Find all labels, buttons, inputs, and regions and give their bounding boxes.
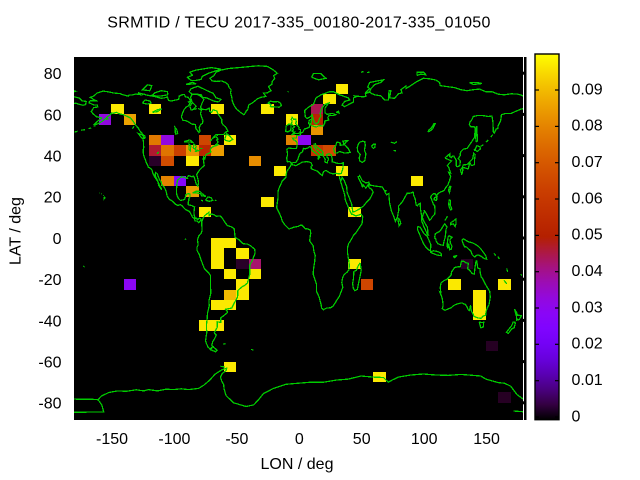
svg-text:0.08: 0.08 — [572, 118, 603, 135]
svg-text:0.01: 0.01 — [572, 372, 603, 389]
svg-text:0.03: 0.03 — [572, 299, 603, 316]
svg-text:20: 20 — [44, 190, 62, 207]
svg-text:40: 40 — [44, 149, 62, 166]
svg-text:0: 0 — [572, 408, 581, 425]
svg-text:-80: -80 — [38, 396, 61, 413]
svg-text:0.04: 0.04 — [572, 263, 603, 280]
svg-text:-150: -150 — [96, 431, 128, 448]
svg-text:0: 0 — [53, 231, 62, 248]
svg-text:-20: -20 — [38, 272, 61, 289]
svg-text:80: 80 — [44, 66, 62, 83]
svg-text:LON / deg: LON / deg — [261, 456, 334, 473]
svg-text:0.06: 0.06 — [572, 190, 603, 207]
svg-text:0.09: 0.09 — [572, 81, 603, 98]
svg-text:0.05: 0.05 — [572, 227, 603, 244]
svg-text:SRMTID / TECU 2017-335_00180-2: SRMTID / TECU 2017-335_00180-2017-335_01… — [107, 15, 490, 32]
svg-text:-60: -60 — [38, 355, 61, 372]
svg-text:-50: -50 — [225, 431, 248, 448]
svg-text:0.07: 0.07 — [572, 154, 603, 171]
svg-text:100: 100 — [411, 431, 438, 448]
svg-text:-100: -100 — [158, 431, 190, 448]
svg-text:-40: -40 — [38, 313, 61, 330]
svg-text:LAT / deg: LAT / deg — [8, 197, 25, 265]
svg-text:50: 50 — [353, 431, 371, 448]
svg-text:150: 150 — [473, 431, 500, 448]
svg-text:0.02: 0.02 — [572, 336, 603, 353]
svg-text:60: 60 — [44, 107, 62, 124]
svg-text:0: 0 — [295, 431, 304, 448]
